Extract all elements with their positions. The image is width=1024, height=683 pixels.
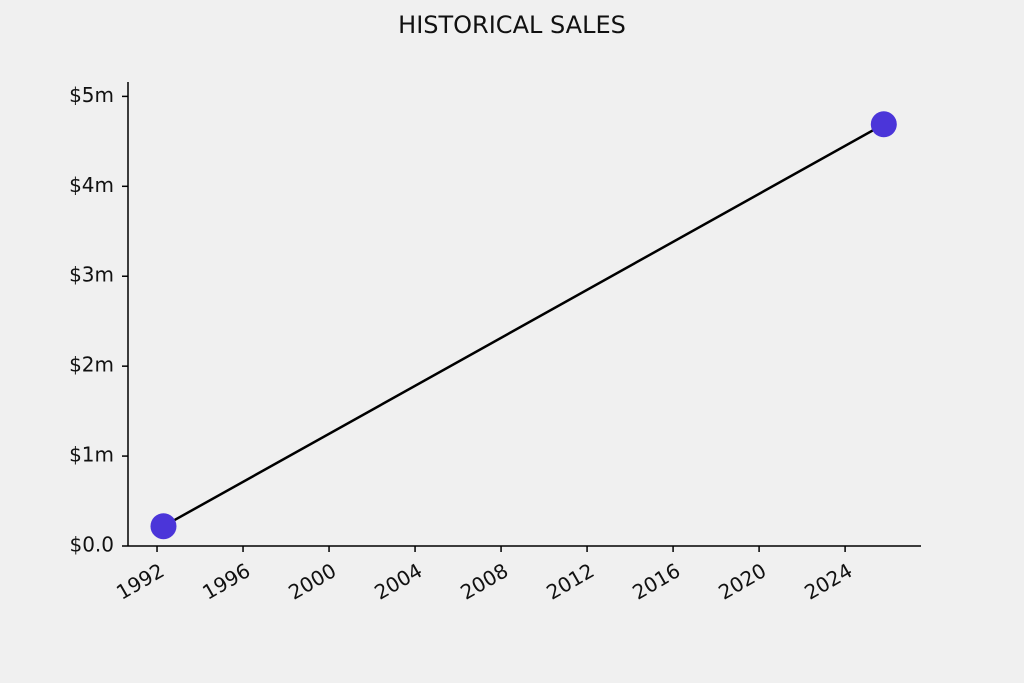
y-tick-label: $5m [69,83,114,107]
data-point [150,513,177,540]
x-tick-label: 2020 [714,558,770,604]
x-tick-label: 2016 [628,558,684,604]
x-tick-label: 2004 [370,558,426,604]
x-tick-label: 1992 [112,558,168,604]
x-tick-label: 1996 [198,558,254,604]
chart-title: HISTORICAL SALES [398,11,626,39]
x-tick-label: 2000 [284,558,340,604]
y-tick-label: $4m [69,173,114,197]
y-tick-label: $0.0 [69,533,114,557]
data-point [870,111,897,138]
x-tick-label: 2008 [456,558,512,604]
x-tick-label: 2024 [800,558,856,604]
y-tick-label: $1m [69,443,114,467]
y-tick-label: $3m [69,263,114,287]
data-line [162,123,885,528]
y-tick-label: $2m [69,353,114,377]
x-tick-label: 2012 [542,558,598,604]
